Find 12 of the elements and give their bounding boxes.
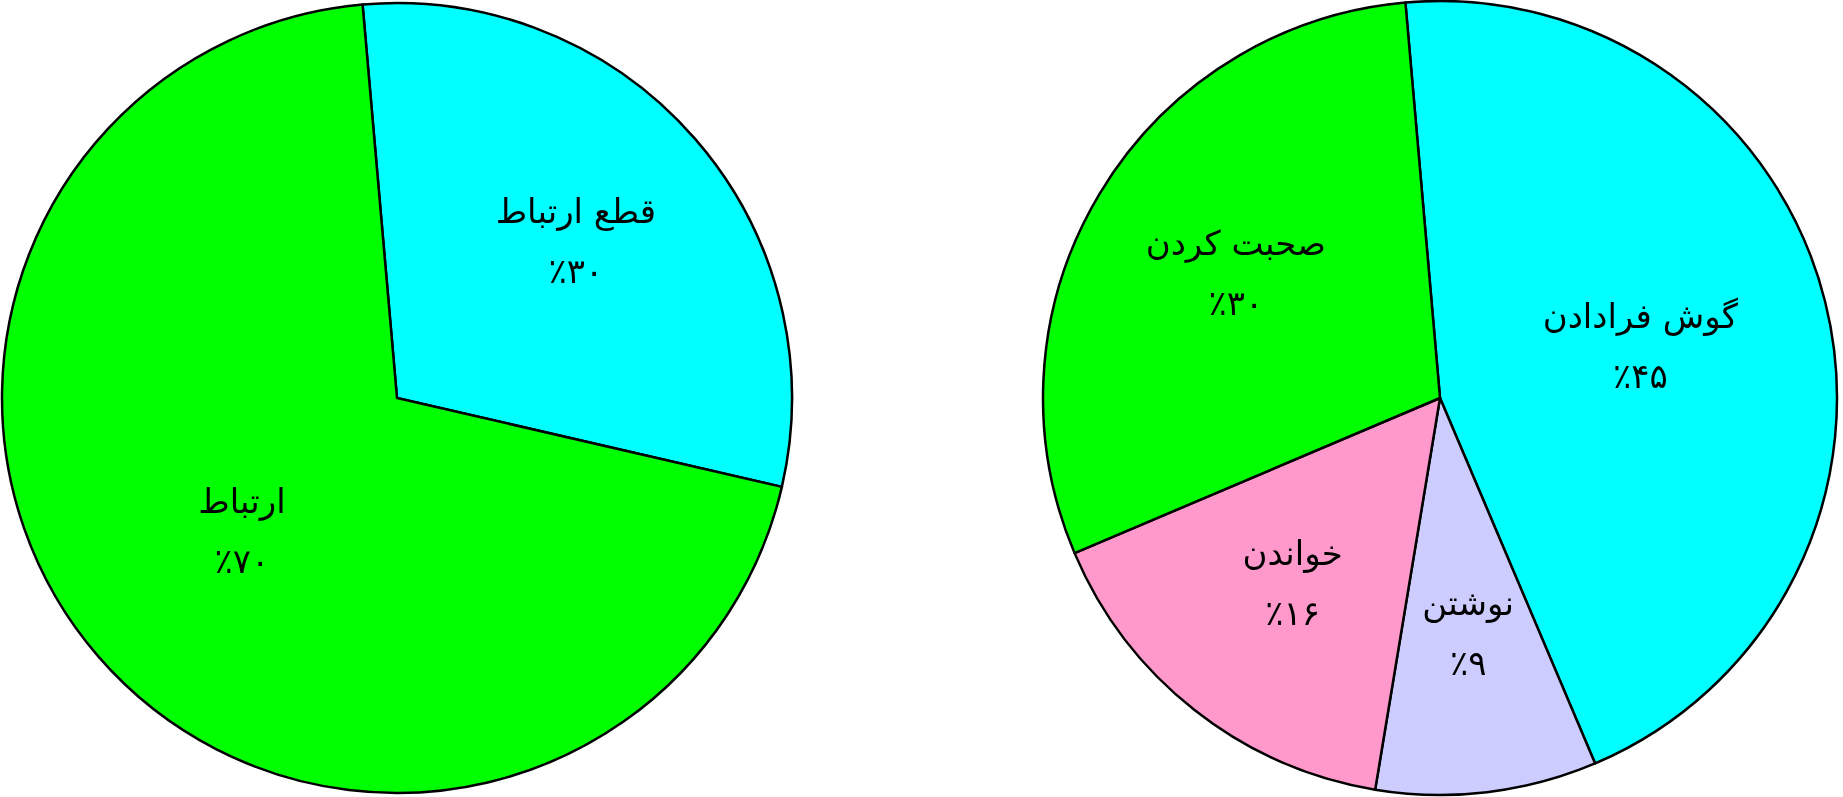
- data-label: ٪۴۵: [1612, 356, 1668, 397]
- slice-label: قطع ارتباط: [495, 190, 657, 231]
- data-label: ٪۳۰: [1208, 283, 1264, 324]
- data-label: ٪۹: [1449, 642, 1487, 683]
- data-label: ٪۷۰: [214, 540, 270, 581]
- slice-label: نوشتن: [1422, 582, 1515, 624]
- slice-label: ارتباط: [198, 480, 286, 521]
- slice-label: گوش فرادادن: [1542, 296, 1739, 338]
- slice-label: خواندن: [1242, 533, 1343, 575]
- data-label: ٪۱۶: [1265, 593, 1321, 634]
- slice-label: صحبت کردن: [1145, 223, 1326, 265]
- data-label: ٪۳۰: [548, 250, 604, 291]
